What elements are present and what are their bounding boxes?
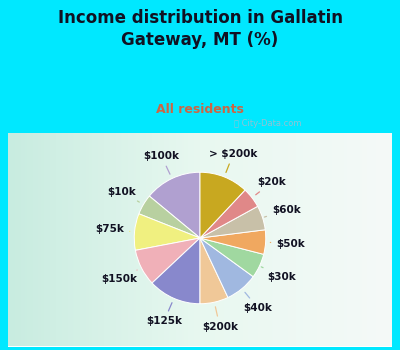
Text: $10k: $10k (108, 187, 139, 202)
Wedge shape (200, 238, 253, 298)
Text: $125k: $125k (146, 303, 182, 326)
Text: $60k: $60k (264, 205, 301, 217)
Text: $50k: $50k (270, 239, 305, 249)
Text: $75k: $75k (95, 224, 130, 234)
Text: $200k: $200k (202, 307, 238, 331)
Wedge shape (200, 238, 228, 304)
Text: $40k: $40k (244, 292, 272, 313)
Text: $100k: $100k (143, 151, 179, 174)
Text: Income distribution in Gallatin
Gateway, MT (%): Income distribution in Gallatin Gateway,… (58, 9, 342, 49)
Text: $20k: $20k (256, 177, 286, 195)
Wedge shape (200, 238, 264, 276)
Wedge shape (200, 230, 266, 254)
Text: > $200k: > $200k (209, 149, 258, 173)
Text: ⓘ City-Data.com: ⓘ City-Data.com (234, 119, 302, 128)
Wedge shape (200, 206, 265, 238)
Text: $30k: $30k (261, 267, 296, 282)
Text: All residents: All residents (156, 103, 244, 116)
Wedge shape (139, 196, 200, 238)
Wedge shape (149, 172, 200, 238)
Wedge shape (134, 214, 200, 250)
Wedge shape (136, 238, 200, 283)
Wedge shape (200, 172, 245, 238)
Wedge shape (152, 238, 200, 304)
Wedge shape (200, 190, 258, 238)
Text: $150k: $150k (101, 270, 137, 284)
